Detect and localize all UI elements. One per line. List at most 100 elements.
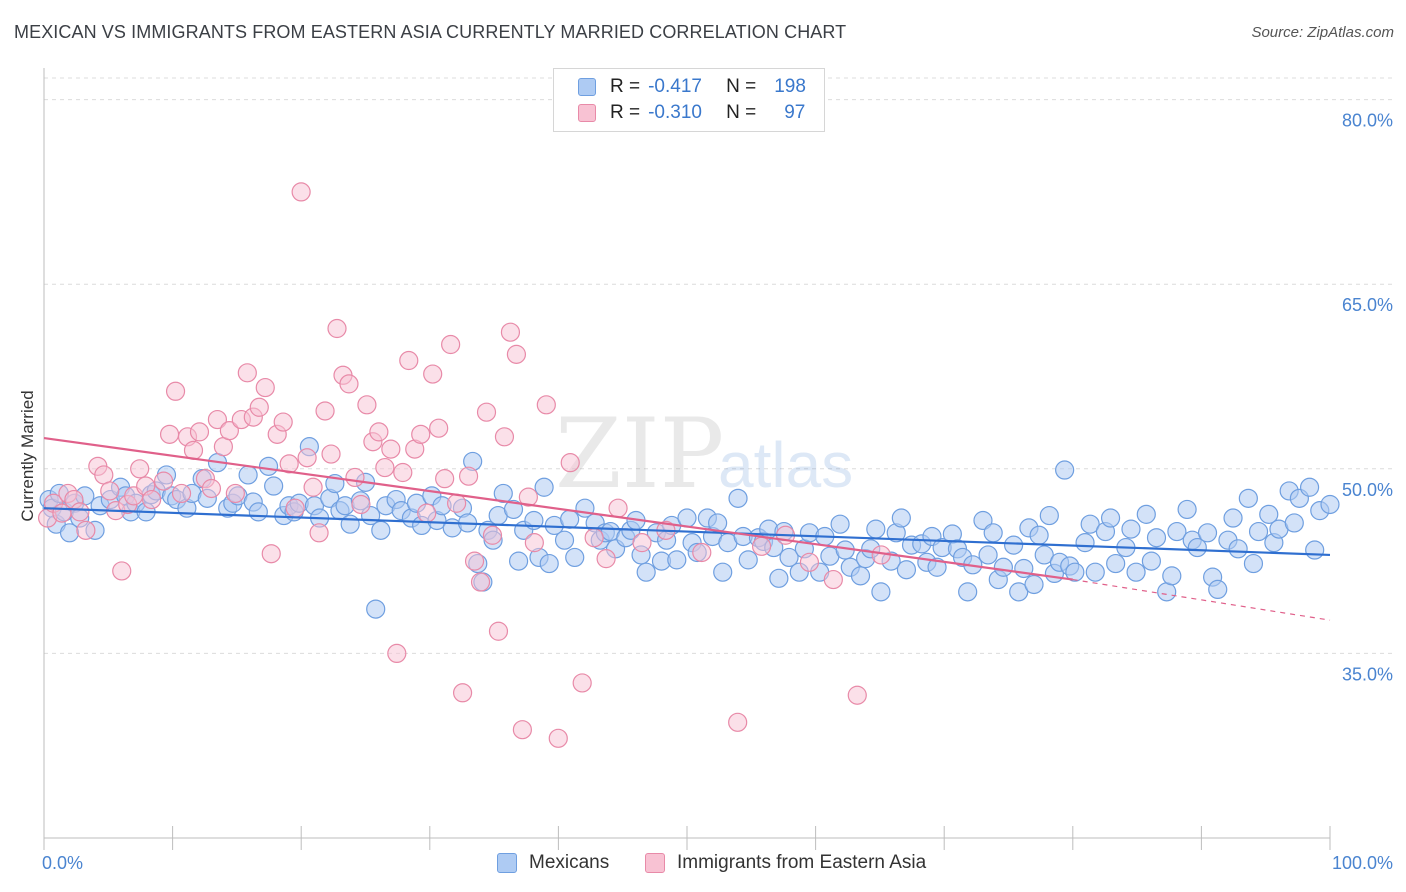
legend-n-label: N = bbox=[726, 76, 757, 97]
data-point-mexicans bbox=[779, 547, 799, 568]
data-point-eastern-asia bbox=[303, 477, 323, 497]
data-point-eastern-asia bbox=[584, 528, 604, 548]
data-point-eastern-asia bbox=[255, 377, 275, 398]
data-point-eastern-asia bbox=[327, 318, 347, 339]
data-point-eastern-asia bbox=[112, 561, 132, 581]
data-point-mexicans bbox=[1223, 508, 1243, 528]
data-point-eastern-asia bbox=[847, 685, 867, 705]
data-point-eastern-asia bbox=[429, 418, 449, 438]
data-point-mexicans bbox=[1009, 582, 1029, 602]
data-point-eastern-asia bbox=[500, 322, 521, 342]
data-point-eastern-asia bbox=[279, 454, 299, 474]
data-point-mexicans bbox=[1029, 525, 1049, 545]
data-point-mexicans bbox=[264, 476, 284, 496]
data-point-mexicans bbox=[850, 566, 871, 586]
data-point-mexicans bbox=[560, 509, 580, 529]
data-point-eastern-asia bbox=[536, 395, 556, 415]
data-point-mexicans bbox=[830, 514, 850, 534]
legend-r-label: R = bbox=[610, 76, 641, 97]
watermark: ZIP atlas bbox=[555, 398, 853, 510]
data-point-mexicans bbox=[713, 562, 733, 582]
data-point-mexicans bbox=[636, 562, 656, 582]
data-point-eastern-asia bbox=[387, 643, 407, 664]
data-point-mexicans bbox=[1126, 562, 1146, 582]
axes bbox=[43, 68, 1331, 850]
data-point-mexicans bbox=[871, 582, 891, 602]
data-point-mexicans bbox=[248, 502, 268, 522]
legend-row-mexicans: R = -0.417 N = 198 bbox=[578, 75, 806, 99]
y-axis-label: Currently Married bbox=[18, 390, 37, 521]
bottom-legend-eastern-asia[interactable]: Immigrants from Eastern Asia bbox=[645, 852, 926, 874]
data-point-eastern-asia bbox=[751, 536, 772, 556]
data-point-mexicans bbox=[1197, 523, 1218, 543]
data-point-eastern-asia bbox=[518, 487, 538, 507]
data-point-mexicans bbox=[983, 523, 1003, 543]
data-point-eastern-asia bbox=[399, 350, 419, 371]
legend-n-value: 97 bbox=[784, 102, 806, 123]
data-point-mexicans bbox=[1146, 528, 1167, 548]
bottom-legend-label: Immigrants from Eastern Asia bbox=[677, 852, 927, 873]
data-point-mexicans bbox=[366, 599, 386, 619]
data-point-mexicans bbox=[667, 550, 687, 570]
y-tick-label: 80.0% bbox=[1342, 111, 1393, 131]
data-point-mexicans bbox=[973, 510, 993, 531]
data-point-mexicans bbox=[1004, 535, 1024, 555]
bottom-legend-label: Mexicans bbox=[529, 852, 610, 873]
bottom-legend: Mexicans Immigrants from Eastern Asia bbox=[0, 852, 1406, 876]
data-point-mexicans bbox=[1320, 494, 1340, 515]
data-point-mexicans bbox=[1121, 519, 1141, 539]
data-point-mexicans bbox=[866, 519, 886, 539]
data-point-eastern-asia bbox=[799, 552, 820, 572]
data-point-mexicans bbox=[1243, 553, 1264, 574]
data-point-mexicans bbox=[493, 483, 513, 504]
data-point-eastern-asia bbox=[94, 465, 114, 485]
data-point-eastern-asia bbox=[608, 498, 628, 518]
data-point-eastern-asia bbox=[441, 334, 461, 355]
x-tick-label: 0.0% bbox=[42, 853, 83, 873]
data-point-eastern-asia bbox=[447, 493, 467, 513]
data-point-eastern-asia bbox=[560, 453, 580, 473]
data-point-eastern-asia bbox=[273, 412, 293, 432]
data-point-eastern-asia bbox=[506, 344, 527, 364]
data-point-eastern-asia bbox=[321, 444, 341, 464]
data-point-mexicans bbox=[891, 508, 911, 528]
bottom-legend-mexicans[interactable]: Mexicans bbox=[497, 852, 609, 874]
data-point-mexicans bbox=[371, 520, 391, 540]
data-point-mexicans bbox=[258, 456, 279, 476]
bottom-legend-swatch-mexicans bbox=[497, 853, 517, 873]
chart-title: MEXICAN VS IMMIGRANTS FROM EASTERN ASIA … bbox=[14, 22, 847, 42]
data-point-mexicans bbox=[503, 499, 524, 520]
data-point-eastern-asia bbox=[159, 424, 180, 444]
data-point-mexicans bbox=[769, 568, 789, 588]
data-point-eastern-asia bbox=[572, 673, 592, 693]
legend-row-eastern-asia: R = -0.310 N = 97 bbox=[578, 101, 805, 125]
data-point-mexicans bbox=[534, 477, 554, 497]
y-tick-label: 50.0% bbox=[1342, 480, 1393, 500]
data-point-mexicans bbox=[539, 553, 559, 574]
data-point-mexicans bbox=[1106, 553, 1126, 574]
data-point-mexicans bbox=[1177, 499, 1197, 520]
trend-line-eastern-asia bbox=[43, 436, 1073, 581]
trend-line-eastern-asia-extension bbox=[1072, 578, 1331, 621]
data-point-eastern-asia bbox=[417, 503, 437, 523]
tick-labels: 35.0% 50.0% 65.0% 80.0% 0.0% 100.0% bbox=[42, 111, 1393, 873]
legend-swatch-mexicans bbox=[578, 78, 596, 96]
data-point-eastern-asia bbox=[548, 728, 568, 748]
data-point-eastern-asia bbox=[237, 363, 257, 383]
data-point-eastern-asia bbox=[488, 621, 509, 641]
data-point-eastern-asia bbox=[458, 466, 479, 486]
data-point-mexicans bbox=[1100, 508, 1121, 528]
data-point-eastern-asia bbox=[261, 544, 281, 564]
data-point-eastern-asia bbox=[632, 533, 652, 553]
trend-lines bbox=[43, 436, 1331, 621]
data-point-eastern-asia bbox=[309, 523, 329, 543]
bottom-legend-swatch-eastern-asia bbox=[645, 853, 665, 873]
data-point-eastern-asia bbox=[476, 402, 497, 422]
data-point-mexicans bbox=[1024, 574, 1044, 595]
data-point-eastern-asia bbox=[315, 401, 335, 421]
data-point-mexicans bbox=[1085, 562, 1105, 582]
data-point-mexicans bbox=[1208, 579, 1228, 600]
data-point-eastern-asia bbox=[219, 421, 239, 441]
data-point-eastern-asia bbox=[225, 483, 245, 504]
